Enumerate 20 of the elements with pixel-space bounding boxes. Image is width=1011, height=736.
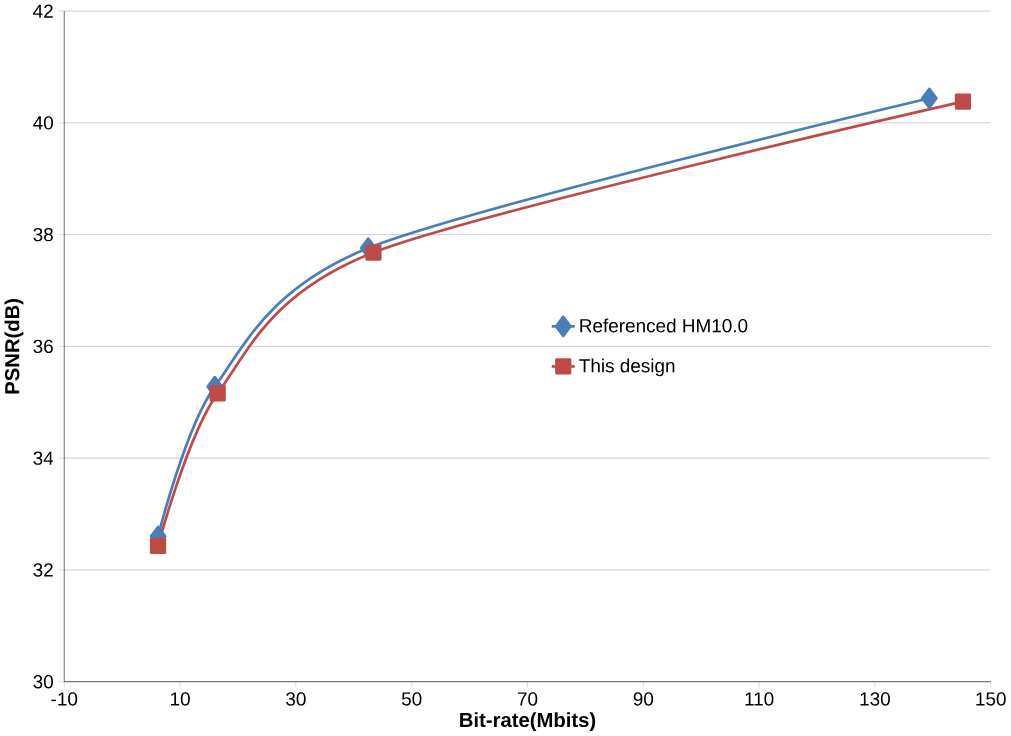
x-axis-title: Bit-rate(Mbits) [460, 712, 596, 732]
x-tick-label: 90 [633, 692, 654, 706]
legend-label: Referenced HM10.0 [580, 318, 748, 333]
x-tick-label: 110 [745, 692, 774, 706]
x-tick-label: -10 [51, 692, 78, 706]
y-tick-label: 42 [33, 4, 53, 18]
x-tick-label: 10 [170, 692, 190, 706]
y-tick-label: 34 [33, 451, 54, 466]
y-tick-label: 40 [33, 116, 53, 130]
y-tick-label: 38 [33, 228, 53, 242]
y-tick-label: 30 [33, 675, 53, 689]
y-tick-label: 32 [33, 563, 53, 577]
x-tick-label: 30 [286, 692, 306, 706]
x-tick-label: 70 [517, 692, 538, 706]
x-tick-label: 150 [976, 692, 1006, 706]
x-tick-label: 130 [860, 692, 890, 706]
legend-label: This design [579, 358, 675, 377]
y-tick-label: 36 [33, 339, 53, 354]
x-tick-label: 50 [401, 692, 422, 706]
y-axis-title: PSNR(dB) [4, 299, 24, 394]
